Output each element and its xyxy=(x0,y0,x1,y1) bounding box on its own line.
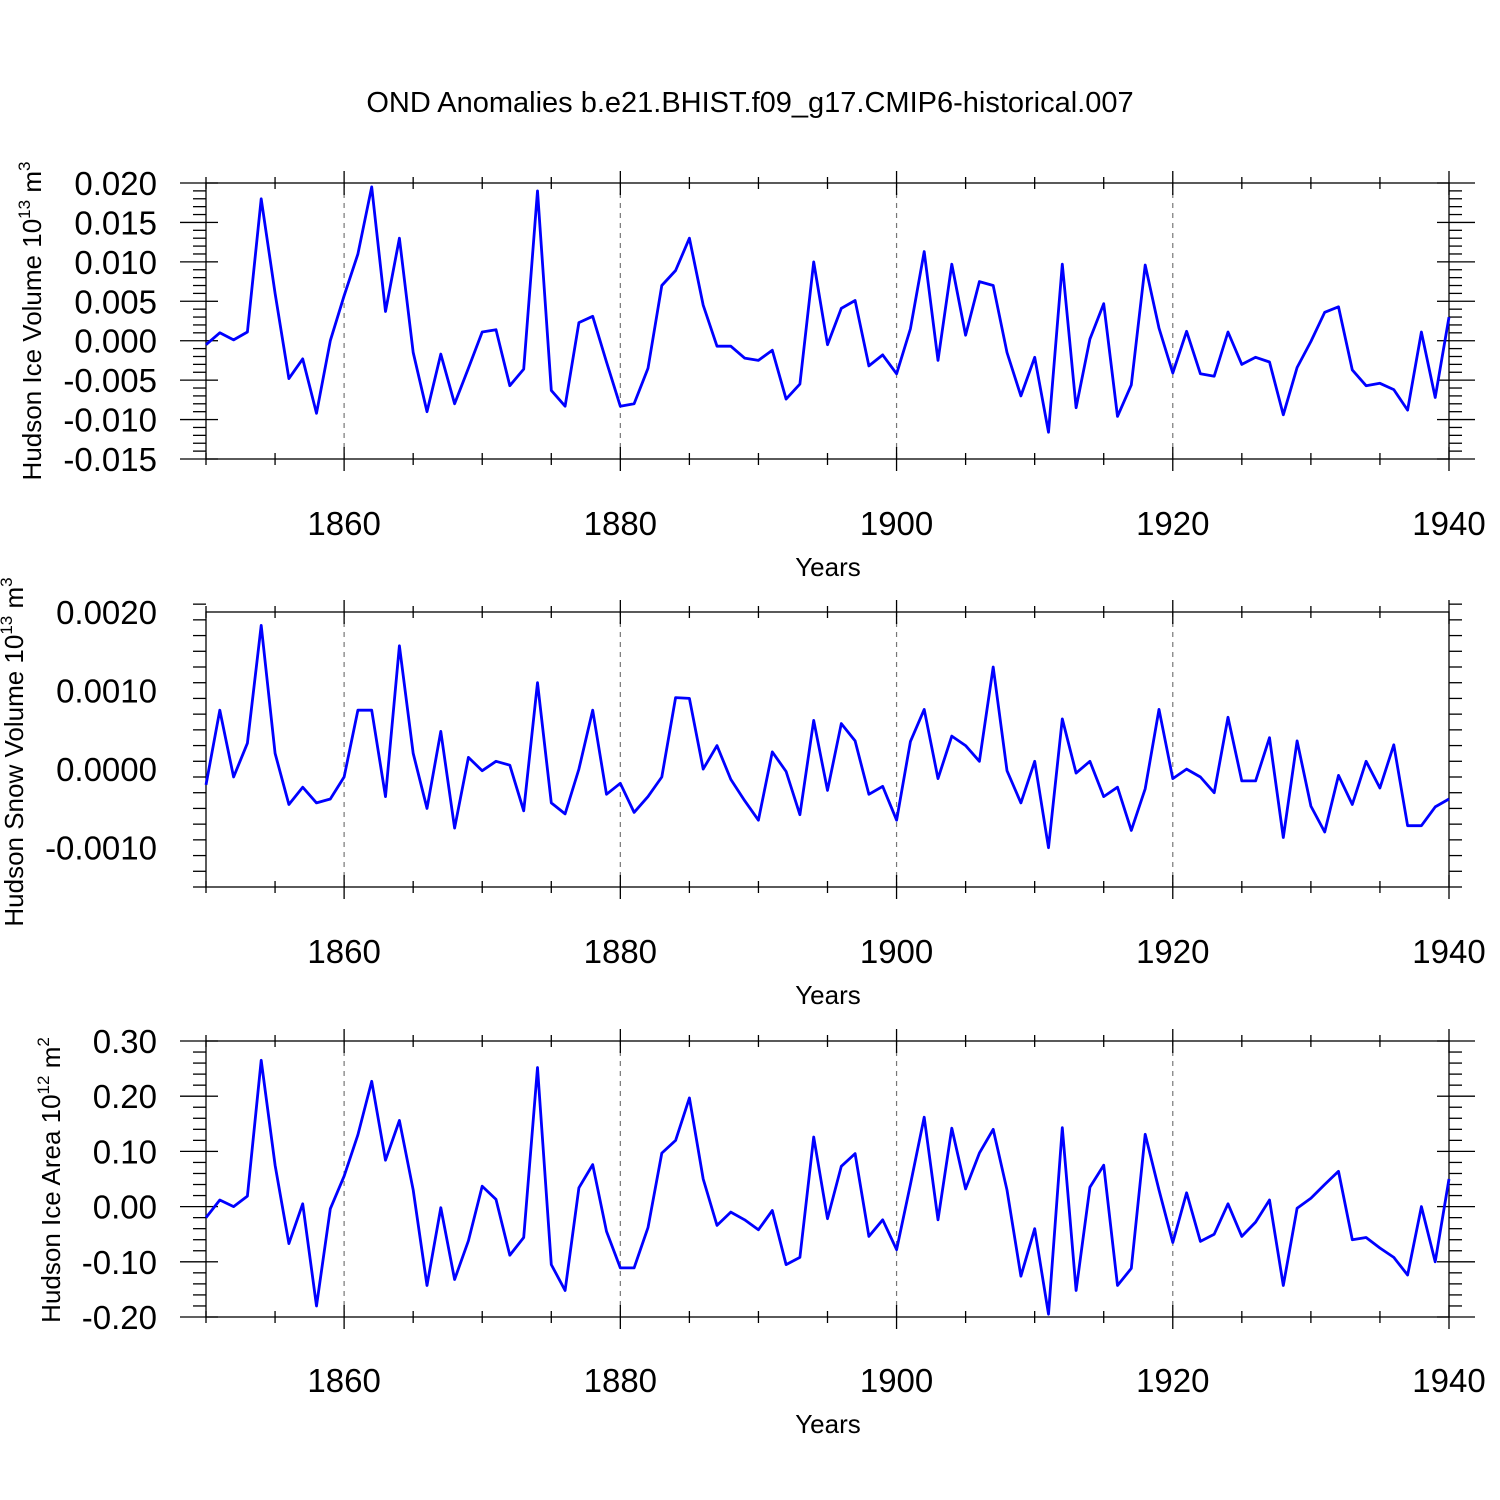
chart-title: OND Anomalies b.e21.BHIST.f09_g17.CMIP6-… xyxy=(366,87,1133,119)
ylabel-main: Hudson Snow Volume 10 xyxy=(0,635,29,927)
ylabel-unit-exponent: 3 xyxy=(15,162,34,171)
x-axis-label: Years xyxy=(795,552,861,582)
panel-ice-area: -0.20-0.100.000.100.200.30 1860 1880 1900 1… xyxy=(34,1023,1486,1439)
y-tick-label: -0.015 xyxy=(63,441,157,478)
x-tick-label: 1920 xyxy=(1136,933,1209,970)
plot-frame xyxy=(205,611,1450,888)
y-axis-label: Hudson Ice Volume 1013 m3 xyxy=(15,162,47,481)
ylabel-unit: m xyxy=(36,1047,66,1076)
x-tick-labels: 1860 1880 1900 1920 1940 xyxy=(307,505,1485,542)
x-tick-label: 1900 xyxy=(860,933,933,970)
y-tick-labels: -0.0010 0.0000 0.0010 0.0020 xyxy=(45,594,157,867)
y-axis-label: Hudson Ice Area 1012 m2 xyxy=(34,1037,66,1323)
x-tick-label: 1940 xyxy=(1412,1362,1485,1399)
x-axis-label: Years xyxy=(795,1409,861,1439)
y-tick-label: -0.010 xyxy=(63,402,157,439)
y-tick-label: 0.0000 xyxy=(56,751,157,788)
series-line xyxy=(204,624,1450,850)
y-tick-label: 0.020 xyxy=(74,165,157,202)
x-tick-label: 1940 xyxy=(1412,933,1485,970)
tick-marks xyxy=(193,600,1462,899)
y-tick-label: 0.0010 xyxy=(56,673,157,710)
x-tick-label: 1940 xyxy=(1412,505,1485,542)
grid-lines xyxy=(343,183,1174,459)
x-tick-label: 1880 xyxy=(584,933,657,970)
ylabel-exponent: 13 xyxy=(0,616,16,635)
x-tick-label: 1880 xyxy=(584,1362,657,1399)
x-tick-label: 1900 xyxy=(860,505,933,542)
ylabel-exponent: 13 xyxy=(15,200,34,219)
panel-snow-volume: -0.0010 0.0000 0.0010 0.0020 1860 1880 1900 19… xyxy=(0,577,1486,1010)
ylabel-main: Hudson Ice Volume 10 xyxy=(17,219,47,481)
y-tick-label: -0.0010 xyxy=(45,830,157,867)
x-tick-label: 1860 xyxy=(307,505,380,542)
plot-frame xyxy=(205,182,1450,460)
y-tick-label: 0.30 xyxy=(93,1023,157,1060)
x-tick-labels: 1860 1880 1900 1920 1940 xyxy=(307,1362,1485,1399)
x-tick-label: 1920 xyxy=(1136,1362,1209,1399)
x-tick-label: 1860 xyxy=(307,933,380,970)
panel-ice-volume: -0.015-0.010-0.0050.0000.0050.0100.0150.… xyxy=(15,162,1486,582)
plot-frame xyxy=(205,1040,1450,1318)
y-tick-label: -0.10 xyxy=(82,1244,157,1281)
x-tick-label: 1860 xyxy=(307,1362,380,1399)
y-tick-label: 0.10 xyxy=(93,1133,157,1170)
ylabel-exponent: 12 xyxy=(34,1076,53,1095)
y-tick-label: 0.005 xyxy=(74,283,157,320)
ylabel-unit-exponent: 3 xyxy=(0,577,16,586)
x-tick-label: 1900 xyxy=(860,1362,933,1399)
ylabel-unit: m xyxy=(17,171,47,200)
y-tick-label: -0.005 xyxy=(63,362,157,399)
y-tick-label: 0.20 xyxy=(93,1078,157,1115)
y-tick-label: -0.20 xyxy=(82,1299,157,1336)
y-axis-label: Hudson Snow Volume 1013 m3 xyxy=(0,577,29,926)
y-tick-label: 0.00 xyxy=(93,1189,157,1226)
y-tick-label: 0.0020 xyxy=(56,594,157,631)
y-tick-label: 0.000 xyxy=(74,323,157,360)
series-line xyxy=(204,1058,1451,1316)
ylabel-unit-exponent: 2 xyxy=(34,1037,53,1046)
x-tick-labels: 1860 1880 1900 1920 1940 xyxy=(307,933,1485,970)
y-tick-labels: -0.015-0.010-0.0050.0000.0050.0100.0150.… xyxy=(63,165,157,478)
ylabel-main: Hudson Ice Area 10 xyxy=(36,1094,66,1322)
x-tick-label: 1880 xyxy=(584,505,657,542)
x-tick-label: 1920 xyxy=(1136,505,1209,542)
tick-marks xyxy=(180,1029,1475,1329)
y-tick-label: 0.015 xyxy=(74,204,157,241)
x-axis-label: Years xyxy=(795,980,861,1010)
y-tick-label: 0.010 xyxy=(74,244,157,281)
ylabel-unit: m xyxy=(0,587,29,616)
grid-lines xyxy=(343,1041,1174,1317)
series-line xyxy=(205,185,1451,434)
y-tick-labels: -0.20 -0.10 0.00 0.10 0.20 0.30 xyxy=(82,1023,157,1336)
